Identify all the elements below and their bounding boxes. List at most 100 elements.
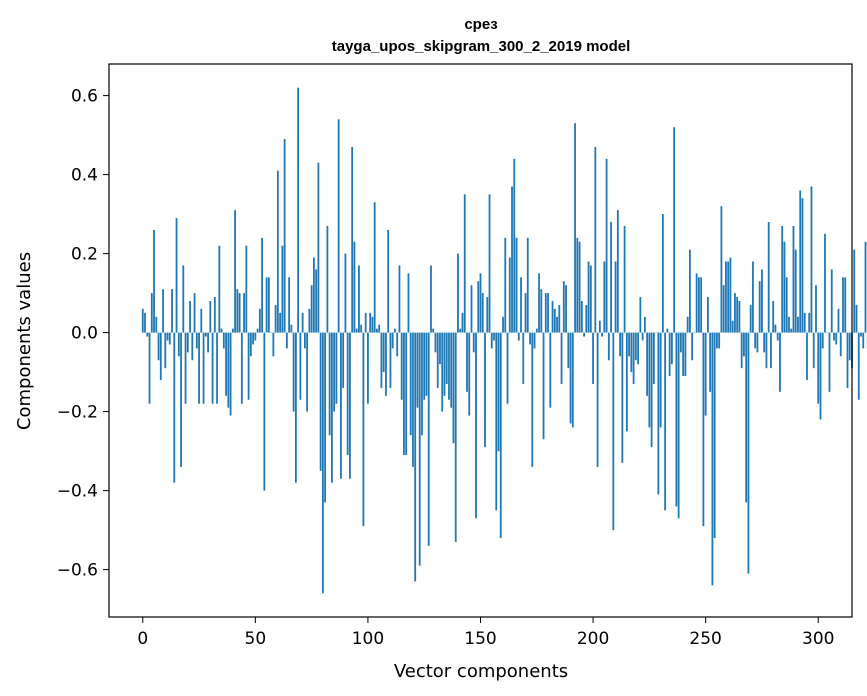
bar-5 <box>153 229 155 333</box>
bar-17 <box>180 332 182 467</box>
bar-281 <box>774 324 777 333</box>
bar-141 <box>459 328 462 333</box>
bar-186 <box>560 332 563 384</box>
bar-120 <box>412 332 414 467</box>
chart-title: срез <box>464 16 497 33</box>
bar-169 <box>522 332 525 384</box>
bar-26 <box>200 308 203 333</box>
bar-199 <box>589 265 592 333</box>
bar-179 <box>544 293 547 333</box>
bar-142 <box>461 312 464 333</box>
bar-296 <box>808 312 811 333</box>
bar-214 <box>623 225 626 333</box>
bar-34 <box>218 245 221 333</box>
bar-184 <box>556 316 558 333</box>
bar-226 <box>650 332 653 448</box>
bar-129 <box>432 328 435 333</box>
bar-216 <box>628 332 630 357</box>
bar-107 <box>382 332 385 373</box>
bar-150 <box>479 273 482 333</box>
bar-131 <box>436 332 439 388</box>
bar-8 <box>159 332 162 380</box>
bar-207 <box>607 332 610 361</box>
bar-155 <box>490 332 493 349</box>
bar-266 <box>740 332 743 369</box>
bar-229 <box>657 332 660 495</box>
bar-223 <box>643 316 646 333</box>
bar-55 <box>265 277 268 333</box>
bar-224 <box>646 332 649 396</box>
bar-302 <box>821 332 824 349</box>
bar-29 <box>207 332 209 353</box>
bar-295 <box>806 332 808 380</box>
bar-87 <box>337 119 340 333</box>
bar-238 <box>677 332 680 519</box>
bar-124 <box>421 332 423 436</box>
bar-99 <box>364 312 367 333</box>
bar-14 <box>173 332 176 483</box>
bar-97 <box>360 324 363 333</box>
bar-233 <box>666 328 669 333</box>
bar-317 <box>855 304 858 333</box>
bar-230 <box>659 332 662 428</box>
bar-82 <box>326 225 329 333</box>
bar-239 <box>679 332 682 353</box>
bar-172 <box>529 332 531 345</box>
bar-293 <box>801 198 804 333</box>
bar-83 <box>328 332 331 436</box>
bar-201 <box>594 146 597 333</box>
bar-249 <box>702 332 705 527</box>
bar-278 <box>767 222 770 333</box>
bar-44 <box>240 332 243 404</box>
bar-298 <box>812 332 815 369</box>
bar-280 <box>772 301 775 333</box>
bar-145 <box>468 332 471 416</box>
bar-40 <box>231 328 234 333</box>
bar-22 <box>191 332 194 361</box>
bar-90 <box>344 253 347 333</box>
bar-218 <box>632 332 635 384</box>
bar-178 <box>542 332 545 440</box>
bar-21 <box>189 301 191 333</box>
bar-167 <box>517 332 520 341</box>
bar-52 <box>258 308 261 333</box>
bar-316 <box>853 249 856 333</box>
bar-128 <box>430 265 432 333</box>
bar-115 <box>400 332 403 400</box>
bar-314 <box>848 332 851 361</box>
bar-271 <box>752 261 754 333</box>
bar-299 <box>815 285 817 333</box>
bar-67 <box>292 332 295 412</box>
bar-50 <box>254 332 257 341</box>
bar-161 <box>504 237 507 333</box>
bar-108 <box>385 332 387 396</box>
bar-23 <box>193 293 196 333</box>
bar-153 <box>486 297 489 333</box>
bar-60 <box>276 170 279 333</box>
bar-213 <box>621 332 624 463</box>
bar-53 <box>261 237 263 333</box>
bar-27 <box>202 332 205 404</box>
bar-292 <box>799 190 802 333</box>
bar-30 <box>209 301 212 333</box>
bar-96 <box>358 265 360 333</box>
bar-294 <box>803 312 806 333</box>
x-tick-label: 150 <box>464 629 496 649</box>
bar-31 <box>211 332 214 404</box>
bar-235 <box>670 332 673 365</box>
bar-219 <box>634 332 637 361</box>
bar-274 <box>758 281 761 333</box>
bar-195 <box>580 301 583 333</box>
bar-42 <box>236 289 239 333</box>
bar-166 <box>515 237 518 333</box>
bar-312 <box>844 277 847 333</box>
bar-255 <box>716 332 718 349</box>
bar-84 <box>331 332 333 483</box>
bar-76 <box>312 257 315 333</box>
bar-310 <box>839 332 842 357</box>
bar-114 <box>398 265 401 333</box>
bar-193 <box>576 237 579 333</box>
bar-257 <box>720 206 723 333</box>
bar-242 <box>686 316 689 333</box>
